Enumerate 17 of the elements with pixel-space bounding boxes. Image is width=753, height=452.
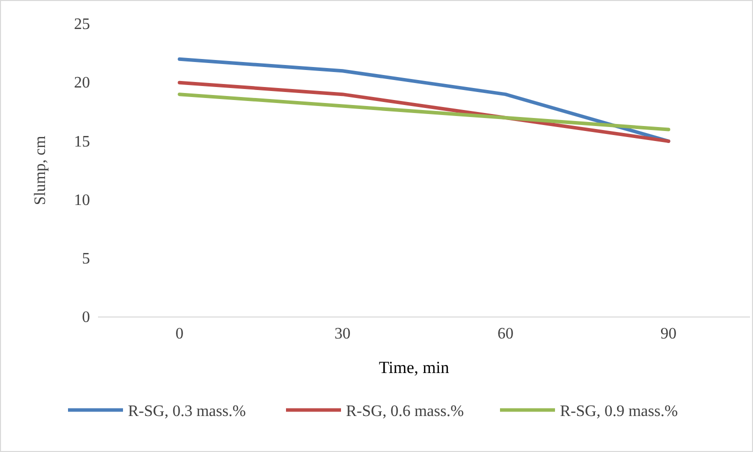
legend-label: R-SG, 0.6 mass.% bbox=[346, 403, 464, 420]
x-tick-label: 60 bbox=[498, 325, 514, 342]
x-tick-label: 0 bbox=[176, 325, 184, 342]
y-tick-label: 15 bbox=[74, 133, 90, 150]
x-tick-label: 30 bbox=[334, 325, 350, 342]
x-tick-label: 90 bbox=[660, 325, 676, 342]
y-axis-title: Slump, cm bbox=[32, 135, 49, 206]
y-tick-label: 20 bbox=[74, 74, 90, 92]
x-axis-title: Time, min bbox=[378, 358, 450, 377]
y-tick-label: 5 bbox=[82, 250, 90, 268]
legend-label: R-SG, 0.3 mass.% bbox=[128, 403, 246, 420]
y-tick-label: 10 bbox=[74, 192, 90, 209]
y-tick-label: 25 bbox=[74, 16, 90, 34]
legend-label: R-SG, 0.9 mass.% bbox=[560, 403, 678, 420]
line-series bbox=[178, 92, 670, 132]
line-series bbox=[178, 57, 670, 143]
y-tick-label: 0 bbox=[82, 309, 90, 326]
